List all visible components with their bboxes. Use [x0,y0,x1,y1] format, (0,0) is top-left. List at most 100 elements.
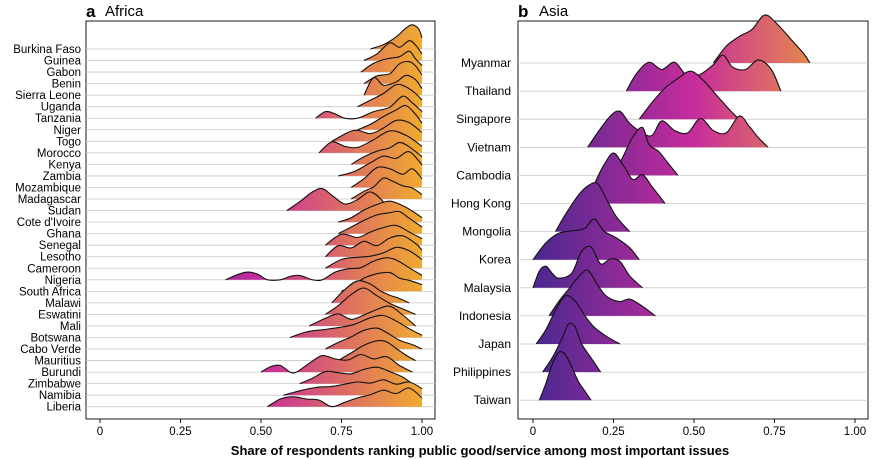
x-axis-label: Share of respondents ranking public good… [231,443,729,458]
category-label-nigeria: Nigeria [45,275,82,287]
ridge-outline-cambodia [613,126,679,176]
ridge-outline-nigeria [225,257,423,282]
ridge-outline-togo [331,119,423,142]
ridges-africa [225,24,423,408]
ridge-area-cabo-verde [325,328,422,349]
category-label-togo: Togo [56,136,81,148]
panel-asia: b Asia Myanmar Thailand Singapore Vietnam Ca… [451,2,869,438]
category-label-philippines: Philippines [453,365,511,379]
category-label-malaysia: Malaysia [464,281,512,295]
panel-title-asia: Asia [539,3,569,20]
category-label-zimbabwe: Zimbabwe [28,379,81,391]
panel-letter-b: b [518,2,528,21]
x-tick-label: 1.00 [411,426,433,438]
category-label-south-africa: South Africa [19,286,82,298]
ridge-area-mozambique [351,166,422,188]
ridge-outline-burundi [260,353,413,374]
category-label-liberia: Liberia [46,402,81,414]
ridge-outline-mozambique [350,166,423,188]
category-label-mali: Mali [60,321,81,333]
ridge-outline-senegal [325,224,423,246]
plot-frame-africa [85,20,436,420]
ridge-outline-cote-d-ivoire [338,200,423,223]
ridge-outline-cabo-verde [325,327,423,350]
ridge-area-botswana [290,315,422,338]
ridge-outline-eswatini [325,287,416,315]
category-label-korea: Korea [479,253,511,267]
category-labels-asia: Myanmar Thailand Singapore Vietnam Cambodia H… [451,56,511,407]
ridge-area-myanmar [713,14,810,64]
ridge-outline-philippines [542,322,602,373]
x-tick-label: 0.75 [330,426,352,438]
category-label-cabo-verde: Cabo Verde [20,344,81,356]
category-label-zambia: Zambia [43,171,82,183]
category-label-benin: Benin [52,79,81,91]
ridge-outline-liberia [267,387,423,408]
category-label-cote-d-ivoire: Cote d'Ivoire [17,217,81,229]
ridge-outline-ghana [338,210,423,235]
ridge-outline-mongolia [555,182,631,232]
category-label-guinea: Guinea [44,56,82,68]
ridge-area-sudan [286,188,390,211]
category-label-cameroon: Cameroon [27,263,81,275]
ridge-area-cambodia [613,127,678,176]
x-tick-label: 0 [97,426,103,438]
x-tick-label: 0.75 [763,426,785,438]
category-label-lesotho: Lesotho [40,252,81,264]
ridge-area-thailand [626,55,781,92]
plot-frame-asia [517,20,869,420]
ridge-outline-korea [532,218,640,261]
ridge-outline-thailand [625,54,782,92]
category-label-burundi: Burundi [41,367,81,379]
category-label-malawi: Malawi [45,298,81,310]
category-label-taiwan: Taiwan [474,393,511,407]
ridge-outline-singapore [638,70,740,120]
ridge-area-malaysia [533,246,643,288]
category-label-morocco: Morocco [37,148,81,160]
ridge-outline-kenya [350,141,423,165]
ridge-outline-mauritius [338,339,416,362]
ridge-area-singapore [639,71,740,120]
ridge-area-mongolia [555,182,630,232]
category-label-madagascar: Madagascar [18,194,81,206]
category-label-uganda: Uganda [41,102,82,114]
category-label-thailand: Thailand [465,84,511,98]
ridge-outline-malawi [331,280,410,304]
ridge-outline-guinea [363,40,423,61]
ridge-outline-lesotho [325,234,423,258]
category-label-mongolia: Mongolia [462,225,511,239]
category-label-ghana: Ghana [46,229,81,241]
ridge-outline-cameroon [325,246,423,269]
category-label-burkina-faso: Burkina Faso [13,44,81,56]
category-label-sudan: Sudan [48,206,81,218]
x-ticks-africa: 0 0.25 0.50 0.75 1.00 [97,419,433,438]
ridge-outline-benin [363,60,423,85]
ridge-outline-indonesia [548,269,656,317]
ridge-outline-burkina-faso [370,24,423,50]
ridge-area-taiwan [539,351,591,401]
ridge-outline-taiwan [538,351,592,401]
x-tick-label: 1.00 [844,426,866,438]
ridge-outline-sudan [286,187,391,212]
ridge-area-zambia [338,151,422,176]
ridge-area-liberia [267,387,422,407]
x-tick-label: 0 [530,426,536,438]
ridge-outline-uganda [357,83,423,108]
x-tick-label: 0.50 [250,426,272,438]
category-label-namibia: Namibia [39,390,82,402]
ridge-outline-zimbabwe [299,366,413,385]
ridge-outline-niger [357,104,423,131]
ridge-outline-mali [309,305,416,327]
ridge-outline-namibia [283,379,423,396]
ridge-outline-japan [535,295,621,345]
ridge-outline-tanzania [315,95,423,120]
category-label-tanzania: Tanzania [35,113,82,125]
category-label-niger: Niger [54,125,82,137]
ridge-outline-vietnam [587,110,769,148]
ridge-outline-madagascar [350,177,423,200]
category-label-sierra-leone: Sierra Leone [15,90,81,102]
category-label-singapore: Singapore [456,112,511,126]
ridge-outline-malaysia [532,245,643,289]
category-label-mauritius: Mauritius [34,356,81,368]
